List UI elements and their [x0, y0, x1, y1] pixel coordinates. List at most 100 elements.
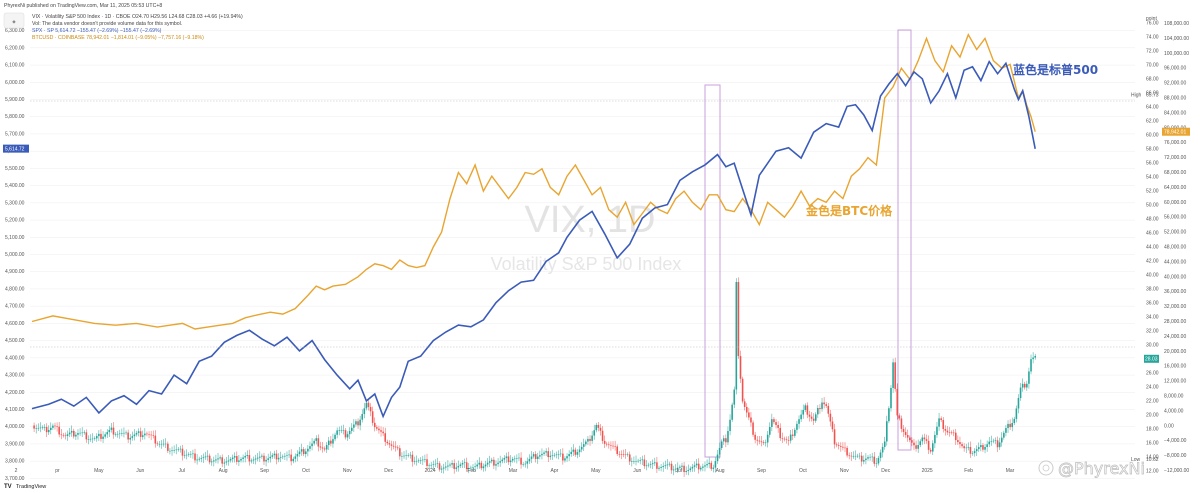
- vix-candle-body: [457, 465, 460, 468]
- vix-candle-body: [242, 457, 244, 459]
- published-note: PhyrexNi published on TradingView.com, M…: [4, 3, 162, 9]
- vix-candle-body: [934, 434, 936, 444]
- vix-candle-body: [802, 409, 805, 415]
- vix-candle-body: [206, 455, 209, 457]
- vix-candle-body: [493, 459, 495, 466]
- x-axis-tick: Mar: [1006, 468, 1015, 474]
- vix-candle-body: [582, 444, 585, 447]
- watermark-symbol: VIX, 1D: [525, 199, 656, 241]
- vix-candle-body: [929, 449, 932, 452]
- vix-candle-body: [852, 455, 855, 457]
- x-axis-tick: Feb: [964, 468, 973, 474]
- btc-price-line[interactable]: [31, 32, 1036, 330]
- legend-vix[interactable]: VIX · Volatility S&P 500 Index · 1D · CB…: [32, 14, 243, 20]
- vix-axis-tick: 18.00: [1146, 427, 1159, 433]
- vix-candle-body: [562, 453, 564, 461]
- left-axis-tick: 4,700.00: [5, 304, 25, 310]
- vix-candle-body: [192, 453, 194, 455]
- vix-candle-body: [727, 431, 729, 443]
- vix-candle-body: [858, 455, 861, 457]
- vix-axis-tick: 54.00: [1146, 175, 1159, 181]
- vix-candle-body: [681, 465, 683, 467]
- vix-candle-body: [131, 436, 134, 438]
- vix-candle-body: [637, 460, 639, 462]
- vix-candle-body: [982, 445, 984, 450]
- vix-candle-body: [417, 460, 420, 462]
- x-axis-tick: pr: [55, 468, 60, 474]
- vix-axis-tick: 70.00: [1146, 63, 1159, 69]
- vix-candle-body: [336, 430, 338, 435]
- vix-candle-body: [463, 462, 466, 464]
- vix-candle-body: [718, 448, 721, 455]
- vix-candle-body: [856, 455, 859, 457]
- vix-axis-tick: 76.00: [1146, 21, 1159, 27]
- legend-btc[interactable]: BTCUSD · COINBASE 78,942.01 −1,814.01 (−…: [32, 35, 204, 41]
- vix-candle-body: [685, 471, 687, 473]
- vix-candle-body: [766, 434, 769, 443]
- vix-candle-body: [704, 465, 706, 467]
- vix-candle-body: [118, 433, 121, 435]
- vix-candle-body: [144, 433, 146, 436]
- vix-candle-body: [432, 464, 435, 465]
- vix-candle-body: [959, 442, 961, 445]
- vix-candle-body: [706, 464, 708, 466]
- vix-axis-tick: 66.00: [1146, 91, 1159, 97]
- vix-candle-body: [873, 456, 876, 464]
- vix-candle-body: [453, 463, 455, 469]
- vix-candle-body: [83, 432, 86, 433]
- vix-candle-body: [261, 455, 263, 457]
- x-axis-tick: Jun: [136, 468, 144, 474]
- vix-candle-body: [946, 430, 949, 433]
- vix-candle-body: [670, 463, 673, 471]
- vix-candle-body: [217, 458, 219, 460]
- time-axis[interactable]: 2 pr May Jun Jul Aug Sep Oct Nov Dec 2024 Feb Mar Apr…: [15, 468, 1015, 474]
- vix-candle-body: [52, 425, 54, 428]
- tradingview-logo[interactable]: TV TradingView: [4, 484, 46, 490]
- btc-axis-tick: 64,000.00: [1164, 185, 1186, 191]
- vix-candle-body: [572, 449, 575, 452]
- vix-candle-body: [539, 455, 541, 457]
- vix-candle-body: [950, 432, 953, 434]
- spx-price-axis[interactable]: USD6,300.006,200.006,100.006,000.005,900…: [3, 16, 29, 482]
- btc-price-axis[interactable]: 108,000.00 104,000.00 100,000.00 96,000.00 9…: [1162, 21, 1190, 474]
- vix-candle-body: [865, 458, 867, 461]
- vix-candle-body: [160, 443, 163, 445]
- vix-candle-body: [990, 441, 993, 442]
- vix-candle-body: [817, 408, 819, 415]
- vix-candle-body: [162, 443, 165, 445]
- vix-candle-body: [33, 425, 35, 429]
- vix-candle-body: [123, 432, 125, 434]
- vix-candle-body: [923, 437, 926, 440]
- left-axis-tick: 6,000.00: [5, 80, 25, 86]
- vix-candle-body: [789, 434, 792, 441]
- vix-candle-body: [290, 454, 292, 462]
- vix-candle-body: [850, 455, 853, 457]
- vix-candle-body: [240, 458, 242, 461]
- vix-candle-body: [936, 426, 938, 435]
- left-axis-tick: 4,600.00: [5, 321, 25, 327]
- vix-candle-body: [631, 461, 633, 462]
- vix-candle-body: [321, 447, 324, 449]
- vix-candle-body: [620, 454, 623, 455]
- vix-axis-tick: 32.00: [1146, 329, 1159, 335]
- vix-candle-body: [808, 414, 811, 417]
- vix-candle-body: [752, 422, 754, 435]
- legend-spx[interactable]: SPX · SP 5,614.72 −155.47 (−2.69%) −155.…: [32, 28, 162, 34]
- vix-candle-body: [1026, 383, 1028, 388]
- vix-candle-body: [854, 455, 857, 457]
- vix-candle-body: [507, 456, 510, 463]
- left-axis-tick: 6,100.00: [5, 63, 25, 69]
- vix-candle-body: [77, 433, 79, 435]
- x-axis-tick: Oct: [302, 468, 310, 474]
- spx-price-line[interactable]: [31, 59, 1036, 419]
- btc-axis-tick: 84,000.00: [1164, 110, 1186, 116]
- vix-axis-tick: 22.00: [1146, 399, 1159, 405]
- vix-candle-body: [484, 464, 487, 467]
- vix-candle-body: [401, 455, 403, 457]
- vix-candle-body: [148, 434, 150, 435]
- vix-candle-body: [825, 404, 827, 406]
- btc-axis-tick: 68,000.00: [1164, 170, 1186, 176]
- vix-candle-body: [977, 447, 980, 450]
